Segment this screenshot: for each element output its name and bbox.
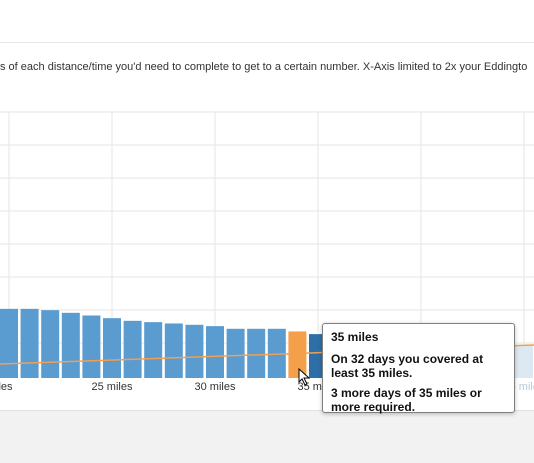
mouse-pointer-icon <box>298 368 311 386</box>
tooltip-title: 35 miles <box>331 330 379 344</box>
header-area <box>0 0 534 42</box>
header-divider <box>0 42 534 43</box>
tooltip-days-covered: On 32 days you covered at least 35 miles… <box>331 352 484 380</box>
x-tick-label: 30 miles <box>195 381 236 393</box>
bar-33-miles <box>267 328 286 378</box>
bar-25-miles <box>103 318 121 378</box>
bar-31-miles <box>226 328 245 378</box>
bar-21-miles <box>20 308 39 378</box>
bar-29-miles <box>185 324 204 378</box>
tooltip-days-required: 3 more days of 35 miles or more required… <box>331 386 482 414</box>
bar-27-miles <box>144 322 163 378</box>
bar-20-miles <box>0 308 18 378</box>
bar-26-miles <box>123 320 142 378</box>
bar-45-miles <box>515 344 533 378</box>
chart-tooltip: 35 miles On 32 days you covered at least… <box>322 323 515 414</box>
x-tick-label: iles <box>0 381 13 393</box>
bar-24-miles <box>82 315 101 378</box>
bar-23-miles <box>61 312 80 378</box>
bar-28-miles <box>164 323 183 378</box>
footer-bar <box>0 410 534 463</box>
bar-22-miles <box>41 310 60 378</box>
bar-30-miles <box>206 326 224 378</box>
bar-34-miles <box>288 331 307 378</box>
x-tick-label: 25 miles <box>92 381 133 393</box>
chart-description: s of each distance/time you'd need to co… <box>0 61 528 73</box>
bar-32-miles <box>247 328 266 378</box>
